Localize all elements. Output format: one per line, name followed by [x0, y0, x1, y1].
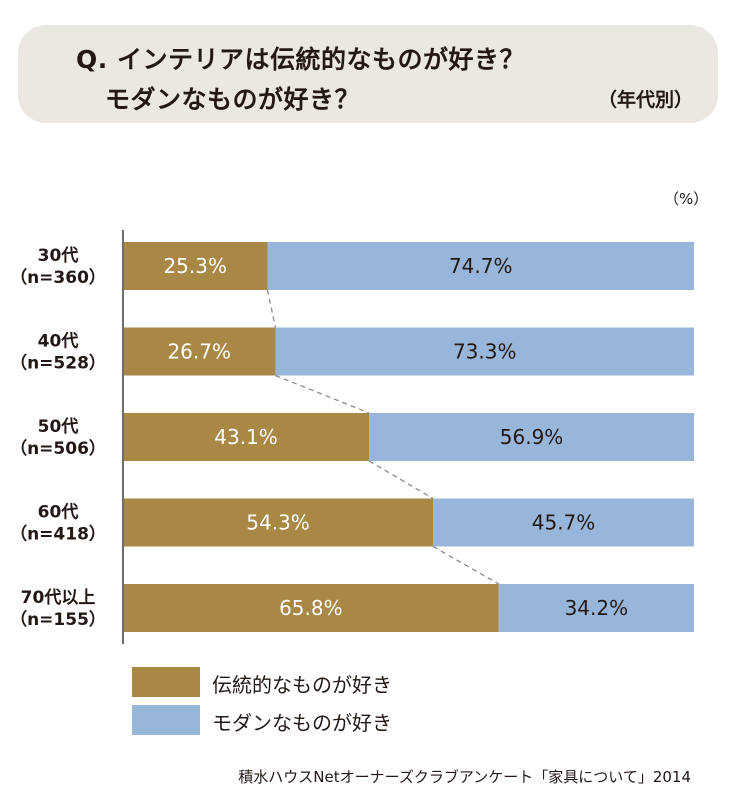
data-label-modern: 73.3%: [453, 340, 517, 364]
data-label-traditional: 54.3%: [246, 511, 310, 535]
bar-traditional: [123, 327, 276, 376]
connector-line: [368, 460, 434, 500]
category-label-n: （n=418）: [10, 524, 106, 545]
bar-modern: [369, 413, 694, 461]
data-label-modern: 56.9%: [500, 425, 564, 449]
category-label-n: （n=506）: [10, 438, 106, 459]
legend-label-modern: モダンなものが好き: [212, 711, 392, 735]
chart-title-line2: モダンなものが好き？: [105, 85, 361, 114]
unit-label: （%）: [664, 190, 709, 208]
bar-traditional: [123, 584, 499, 632]
data-label-traditional: 43.1%: [214, 425, 278, 449]
source-note: 積水ハウスNetオーナーズクラブアンケート「家具について」2014: [238, 768, 691, 786]
chart-subtitle: （年代別）: [598, 89, 694, 111]
legend-label-traditional: 伝統的なものが好き: [212, 673, 392, 697]
bar-traditional: [123, 498, 434, 547]
category-label-age: 60代: [38, 502, 79, 523]
legend-swatch-modern: [132, 705, 200, 735]
category-label-n: （n=360）: [10, 267, 106, 288]
bar-modern: [275, 327, 694, 376]
bar-modern: [433, 498, 694, 547]
data-label-traditional: 26.7%: [167, 340, 231, 364]
category-label-age: 40代: [38, 331, 79, 352]
category-label-n: （n=155）: [10, 609, 106, 630]
legend-swatch-traditional: [132, 667, 200, 697]
bar-modern: [498, 584, 694, 632]
category-label-age: 50代: [38, 416, 79, 437]
bar-modern: [267, 242, 694, 290]
category-label-age: 30代: [38, 245, 79, 266]
connector-line: [432, 545, 500, 585]
bar-traditional: [123, 413, 370, 461]
data-label-traditional: 25.3%: [163, 254, 227, 278]
connector-line: [275, 374, 370, 414]
data-label-modern: 34.2%: [565, 596, 629, 620]
category-label-n: （n=528）: [10, 353, 106, 374]
title-box: [18, 25, 718, 123]
bar-traditional: [123, 242, 268, 290]
data-label-traditional: 65.8%: [279, 596, 343, 620]
connector-line: [266, 289, 277, 328]
chart-title-line1: Q. インテリアは伝統的なものが好き？: [76, 45, 525, 74]
category-label-age: 70代以上: [21, 587, 96, 608]
data-label-modern: 45.7%: [532, 511, 596, 535]
data-label-modern: 74.7%: [449, 254, 513, 278]
